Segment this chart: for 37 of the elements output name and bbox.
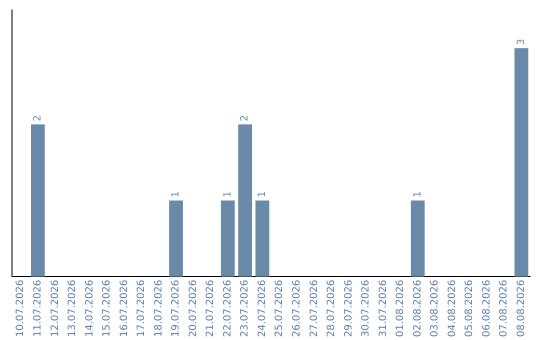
data-label: 3 <box>516 38 527 46</box>
x-tick-label: 17.07.2026 <box>136 280 148 338</box>
x-tick-label: 21.07.2026 <box>205 280 216 338</box>
x-tick-label: 03.08.2026 <box>430 280 441 338</box>
x-tick-label: 07.08.2026 <box>498 280 510 338</box>
x-tick-label: 11.07.2026 <box>32 280 44 338</box>
data-label: 1 <box>170 191 182 198</box>
x-tick-label: 12.07.2026 <box>50 280 61 338</box>
x-tick-label: 10.07.2026 <box>15 280 26 338</box>
x-tick-label: 25.07.2026 <box>274 280 286 338</box>
data-label: 1 <box>412 191 424 198</box>
x-tick-label: 16.07.2026 <box>118 280 130 338</box>
x-tick-label: 29.07.2026 <box>343 280 354 338</box>
x-tick-label: 26.07.2026 <box>291 280 302 338</box>
x-tick-label: 23.07.2026 <box>240 280 251 338</box>
data-label: 2 <box>32 114 44 122</box>
x-tick-label: 14.07.2026 <box>84 280 96 338</box>
data-label: 1 <box>256 191 268 198</box>
x-tick-label: 15.07.2026 <box>102 280 113 338</box>
x-tick-label: 18.07.2026 <box>153 280 164 338</box>
x-tick-label: 20.07.2026 <box>188 280 199 338</box>
x-tick-label: 22.07.2026 <box>222 280 234 338</box>
x-tick-label: 06.08.2026 <box>481 280 492 338</box>
x-tick-label: 02.08.2026 <box>412 280 424 338</box>
x-tick-label: 31.07.2026 <box>378 280 389 338</box>
data-label: 1 <box>222 191 234 198</box>
x-tick-label: 24.07.2026 <box>256 280 268 338</box>
x-tick-label: 01.08.2026 <box>395 280 406 338</box>
x-tick-label: 05.08.2026 <box>464 280 476 338</box>
x-tick-label: 19.07.2026 <box>170 280 182 338</box>
data-label: 2 <box>240 114 251 122</box>
x-tick-label: 27.07.2026 <box>308 280 320 338</box>
x-tick-label: 30.07.2026 <box>360 280 372 338</box>
x-tick-label: 04.08.2026 <box>446 280 458 338</box>
x-tick-label: 28.07.2026 <box>326 280 338 338</box>
x-tick-label: 08.08.2026 <box>516 280 527 338</box>
x-tick-label: 13.07.2026 <box>67 280 78 338</box>
